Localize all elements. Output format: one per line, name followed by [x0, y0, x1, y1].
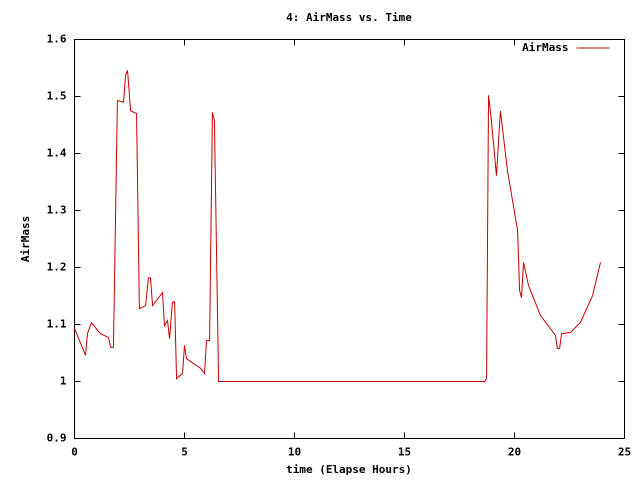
- y-axis-label: AirMass: [19, 216, 32, 262]
- x-tick-label: 15: [398, 446, 411, 459]
- data-line: [74, 70, 602, 382]
- y-tick-label: 1.6: [47, 33, 67, 46]
- y-tick-label: 1.3: [47, 204, 67, 217]
- y-tick-label: 1.5: [47, 90, 67, 103]
- x-tick-label: 0: [71, 446, 78, 459]
- x-tick-label: 5: [181, 446, 188, 459]
- x-tick-label: 25: [618, 446, 631, 459]
- y-tick-label: 0.9: [47, 432, 67, 445]
- y-tick-label: 1.1: [47, 318, 67, 331]
- plot-border: [74, 39, 625, 439]
- x-tick-label: 10: [288, 446, 301, 459]
- y-tick-label: 1.2: [47, 261, 67, 274]
- x-axis-label: time (Elapse Hours): [286, 463, 412, 476]
- legend-label: AirMass: [522, 41, 568, 54]
- chart-title: 4: AirMass vs. Time: [286, 11, 412, 24]
- y-tick-label: 1: [60, 375, 67, 388]
- x-tick-label: 20: [508, 446, 521, 459]
- y-tick-label: 1.4: [47, 147, 67, 160]
